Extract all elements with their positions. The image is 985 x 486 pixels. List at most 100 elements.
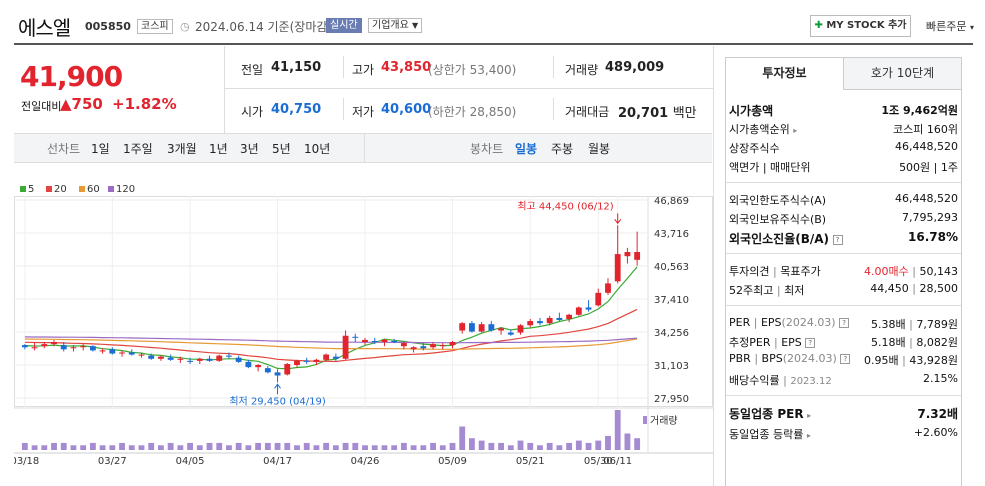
ma20-line xyxy=(24,308,638,363)
volume-bar xyxy=(70,445,77,450)
candle-body xyxy=(498,328,504,331)
quick-order-label: 빠른주문 xyxy=(926,20,967,33)
ma5-line xyxy=(24,266,638,370)
amount-number: 20,701 xyxy=(618,106,669,121)
chevron-down-icon: ▼ xyxy=(412,21,419,30)
x-tick-label: 03/27 xyxy=(98,456,127,467)
max-annotation: 최고 44,450 (06/12) xyxy=(517,200,613,212)
stock-name: 에스엘 xyxy=(18,16,71,40)
legend-label: 5 xyxy=(28,184,35,195)
help-icon[interactable]: ? xyxy=(832,235,843,245)
foreign-rate-value: 16.78% xyxy=(908,230,958,244)
prev-close-label: 전일 xyxy=(241,63,264,77)
divider xyxy=(224,46,225,133)
high-value: 43,850 xyxy=(381,60,432,75)
foreign-limit-value: 46,448,520 xyxy=(895,192,958,205)
volume-bar xyxy=(410,445,417,450)
my-stock-label: MY STOCK 추가 xyxy=(826,20,907,31)
divider xyxy=(364,133,365,163)
industry-rate-label: 동일업종 등락률 xyxy=(729,428,804,441)
pbr-period: (2024.03) xyxy=(782,352,837,365)
lower-limit: (하한가 28,850) xyxy=(428,105,517,119)
volume-bar xyxy=(99,445,106,450)
dividend-period: 2023.12 xyxy=(790,376,832,387)
dividend-label: 배당수익률 xyxy=(729,374,780,387)
legend-swatch xyxy=(20,186,26,192)
volume-bar xyxy=(430,442,436,450)
realtime-button[interactable]: 실시간 xyxy=(326,18,362,33)
volume-bar xyxy=(517,440,524,450)
low-value: 40,600 xyxy=(381,102,432,117)
my-stock-add-button[interactable]: ✚ MY STOCK 추가 xyxy=(810,15,911,37)
legend-ma20: 20 xyxy=(46,184,67,195)
shares-label: 상장주식수 xyxy=(729,142,780,155)
help-icon[interactable]: ? xyxy=(840,354,851,364)
period-3y[interactable]: 3년 xyxy=(240,142,259,156)
period-1y[interactable]: 1년 xyxy=(209,142,228,156)
volume-bar xyxy=(352,442,359,450)
market-badge: 코스피 xyxy=(137,19,173,34)
candle-body xyxy=(556,317,563,321)
prev-close-value: 41,150 xyxy=(271,60,322,75)
target-value: 50,143 xyxy=(919,265,959,278)
low-label: 저가 xyxy=(352,105,375,119)
price-chart[interactable]: 46,869 43,716 40,563 37,410 34,256 31,103 27,9… xyxy=(14,196,713,486)
period-5y[interactable]: 5년 xyxy=(272,142,291,156)
period-1d[interactable]: 1일 xyxy=(91,142,110,156)
candle-body xyxy=(216,355,223,361)
volume-label: 거래량 xyxy=(650,415,678,427)
tab-invest-info[interactable]: 투자정보 xyxy=(725,57,844,90)
y-tick-label: 46,869 xyxy=(654,196,689,207)
candle-body xyxy=(167,357,174,360)
candle-body xyxy=(294,360,300,366)
quick-order-link[interactable]: 빠른주문 ▾ xyxy=(926,18,974,34)
candle-body xyxy=(352,336,359,338)
volume-bar xyxy=(391,445,398,450)
candle-monthly[interactable]: 월봉 xyxy=(588,142,611,156)
open-label: 시가 xyxy=(241,105,264,119)
candle-body xyxy=(21,345,28,348)
candle-daily[interactable]: 일봉 xyxy=(515,142,538,156)
volume-bar xyxy=(323,442,330,450)
y-tick-label: 37,410 xyxy=(654,295,689,306)
volume-bar xyxy=(138,445,145,450)
volume-bar xyxy=(575,440,582,450)
help-icon[interactable]: ? xyxy=(839,318,850,328)
min-arrow xyxy=(274,383,281,395)
candle-body xyxy=(469,323,475,332)
period-3m[interactable]: 3개월 xyxy=(167,142,197,156)
volume-bar xyxy=(624,433,631,450)
candle-body xyxy=(255,365,262,368)
plot-frame xyxy=(14,196,713,407)
eps-value: 7,789원 xyxy=(916,318,958,331)
volume-bar xyxy=(313,445,320,450)
candle-body xyxy=(527,321,534,326)
legend-label: 60 xyxy=(87,184,100,195)
legend-label: 20 xyxy=(54,184,67,195)
help-icon[interactable]: ? xyxy=(805,338,816,348)
candle-body xyxy=(60,345,67,350)
candle-body xyxy=(371,340,378,343)
bps-label: BPS xyxy=(761,352,783,365)
candle-body xyxy=(605,283,611,293)
high-label: 고가 xyxy=(352,63,375,77)
volume-bar xyxy=(371,445,378,450)
candle-weekly[interactable]: 주봉 xyxy=(551,142,574,156)
x-tick-label: 05/09 xyxy=(438,456,467,467)
period-10y[interactable]: 10년 xyxy=(304,142,331,156)
mcap-rank-value: 코스피 160위 xyxy=(893,123,958,136)
est-per-label: 추정PER xyxy=(729,336,771,349)
candle-body xyxy=(585,307,592,310)
candle-body xyxy=(342,335,349,359)
min-annotation: 최저 29,450 (04/19) xyxy=(229,395,325,407)
candle-body xyxy=(99,350,106,352)
period-1w[interactable]: 1주일 xyxy=(123,142,153,156)
company-info-dropdown[interactable]: 기업개요 ▼ xyxy=(368,18,423,33)
est-eps-label: EPS xyxy=(781,336,802,349)
open-value: 40,750 xyxy=(271,102,322,117)
amount-label: 거래대금 xyxy=(565,105,610,119)
volume-bar xyxy=(332,445,339,450)
x-tick-label: 05/21 xyxy=(516,456,545,467)
tab-order-book[interactable]: 호가 10단계 xyxy=(843,57,962,90)
divider xyxy=(343,98,344,120)
